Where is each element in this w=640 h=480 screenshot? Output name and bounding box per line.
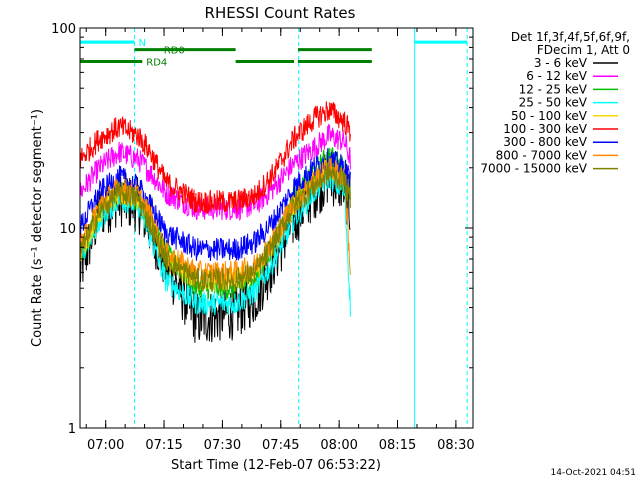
x-tick-label: 07:00 [87, 438, 124, 453]
x-tick-label: 07:45 [262, 438, 299, 453]
chart-title: RHESSI Count Rates [205, 4, 356, 22]
legend-label: 50 - 100 keV [511, 109, 588, 123]
series-line [80, 161, 351, 292]
legend-label: 6 - 12 keV [526, 69, 588, 83]
legend-label: 100 - 300 keV [503, 122, 587, 136]
timestamp: 14-Oct-2021 04:51 [551, 468, 636, 478]
x-tick-label: 08:15 [379, 438, 416, 453]
legend-label: 12 - 25 keV [519, 82, 588, 96]
y-axis: 1 10 100 [51, 22, 473, 437]
legend-header-2: FDecim 1, Att 0 [537, 43, 630, 57]
series-line [80, 154, 351, 343]
x-axis-label: Start Time (12-Feb-07 06:53:22) [171, 458, 381, 473]
flag-label: N [138, 38, 145, 49]
series-line [80, 157, 351, 285]
x-tick-label: 08:00 [320, 438, 357, 453]
y-tick-label: 10 [59, 222, 76, 237]
y-axis-label: Count Rate (s⁻¹ detector segment⁻¹) [30, 109, 45, 347]
legend-label: 3 - 6 keV [534, 56, 588, 70]
legend-label: 800 - 7000 keV [496, 148, 588, 162]
flag-label: RD0 [164, 46, 185, 57]
legend-label: 25 - 50 keV [519, 96, 588, 110]
legend-label: 7000 - 15000 keV [480, 162, 587, 176]
legend-label: 300 - 800 keV [503, 135, 587, 149]
y-tick-label: 100 [51, 22, 76, 37]
legend: Det 1f,3f,4f,5f,6f,9f, FDecim 1, Att 0 3… [480, 30, 630, 176]
series-line [80, 148, 351, 262]
x-tick-label: 07:15 [145, 438, 182, 453]
series-line [80, 101, 351, 214]
x-tick-label: 07:30 [204, 438, 241, 453]
x-axis: 07:00 07:15 07:30 07:45 08:00 08:15 08:30 [85, 28, 475, 453]
flag-label: RD4 [146, 57, 167, 68]
x-tick-label: 08:30 [437, 438, 474, 453]
legend-header-1: Det 1f,3f,4f,5f,6f,9f, [511, 30, 630, 44]
y-tick-label: 1 [68, 422, 76, 437]
